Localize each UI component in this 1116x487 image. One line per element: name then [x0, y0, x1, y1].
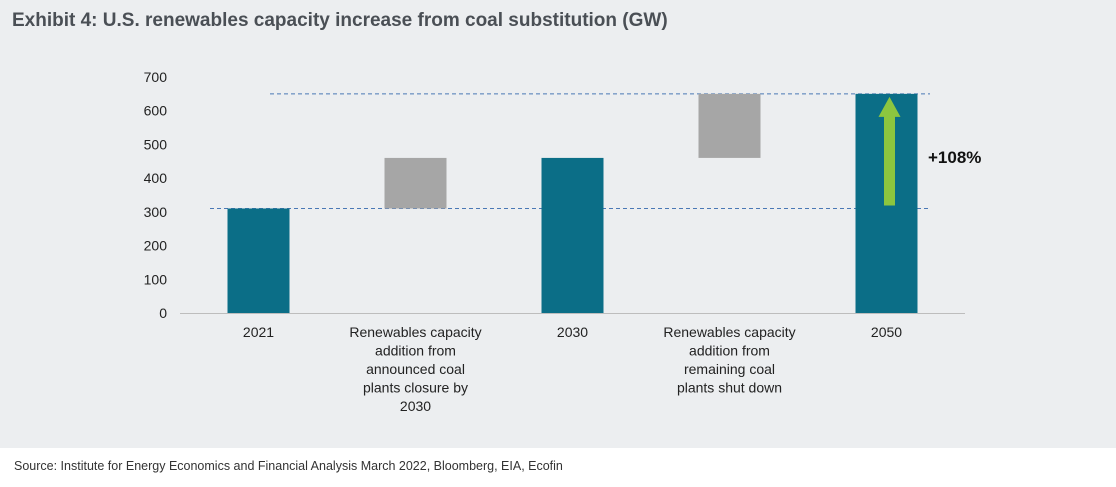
y-tick-label: 700 — [144, 69, 168, 85]
y-tick-label: 0 — [159, 305, 167, 321]
increment-bar — [384, 157, 447, 209]
total-bar — [541, 157, 604, 313]
chart-title: Exhibit 4: U.S. renewables capacity incr… — [12, 10, 668, 31]
x-category-line: 2030 — [400, 398, 431, 414]
y-tick-label: 300 — [144, 204, 168, 220]
x-category-line: plants shut down — [677, 380, 782, 396]
x-category-line: addition from — [375, 343, 456, 359]
x-category-line: plants closure by — [363, 380, 468, 396]
chart: 0 100 200 300 400 500 600 700 2021 Renewables ca… — [144, 69, 982, 414]
y-tick-label: 100 — [144, 271, 168, 287]
x-category-line: announced coal — [366, 361, 465, 377]
x-category-line: 2050 — [871, 324, 902, 340]
bars — [227, 93, 918, 313]
y-tick-label: 500 — [144, 136, 168, 152]
increment-bar — [698, 93, 761, 158]
x-category-line: Renewables capacity — [349, 324, 481, 340]
growth-arrow-icon — [878, 96, 901, 206]
y-axis: 0 100 200 300 400 500 600 700 — [144, 69, 168, 321]
growth-label: +108% — [928, 148, 981, 167]
x-category-line: addition from — [689, 343, 770, 359]
y-tick-label: 400 — [144, 170, 168, 186]
x-category-line: 2021 — [243, 324, 274, 340]
x-category-label: 2021 — [243, 324, 274, 340]
x-category-label: Renewables capacity addition from remainin… — [663, 324, 795, 396]
source-note: Source: Institute for Energy Economics a… — [14, 459, 563, 473]
x-category-line: Renewables capacity — [663, 324, 795, 340]
growth-annotation: +108% — [878, 96, 981, 206]
x-axis: 2021 Renewables capacity addition from anno… — [180, 313, 965, 414]
x-category-label: 2030 — [557, 324, 588, 340]
x-category-label: Renewables capacity addition from announce… — [349, 324, 481, 414]
y-tick-label: 600 — [144, 103, 168, 119]
x-category-line: remaining coal — [684, 361, 775, 377]
x-category-line: 2030 — [557, 324, 588, 340]
total-bar — [227, 208, 290, 313]
y-tick-label: 200 — [144, 238, 168, 254]
x-category-label: 2050 — [871, 324, 902, 340]
